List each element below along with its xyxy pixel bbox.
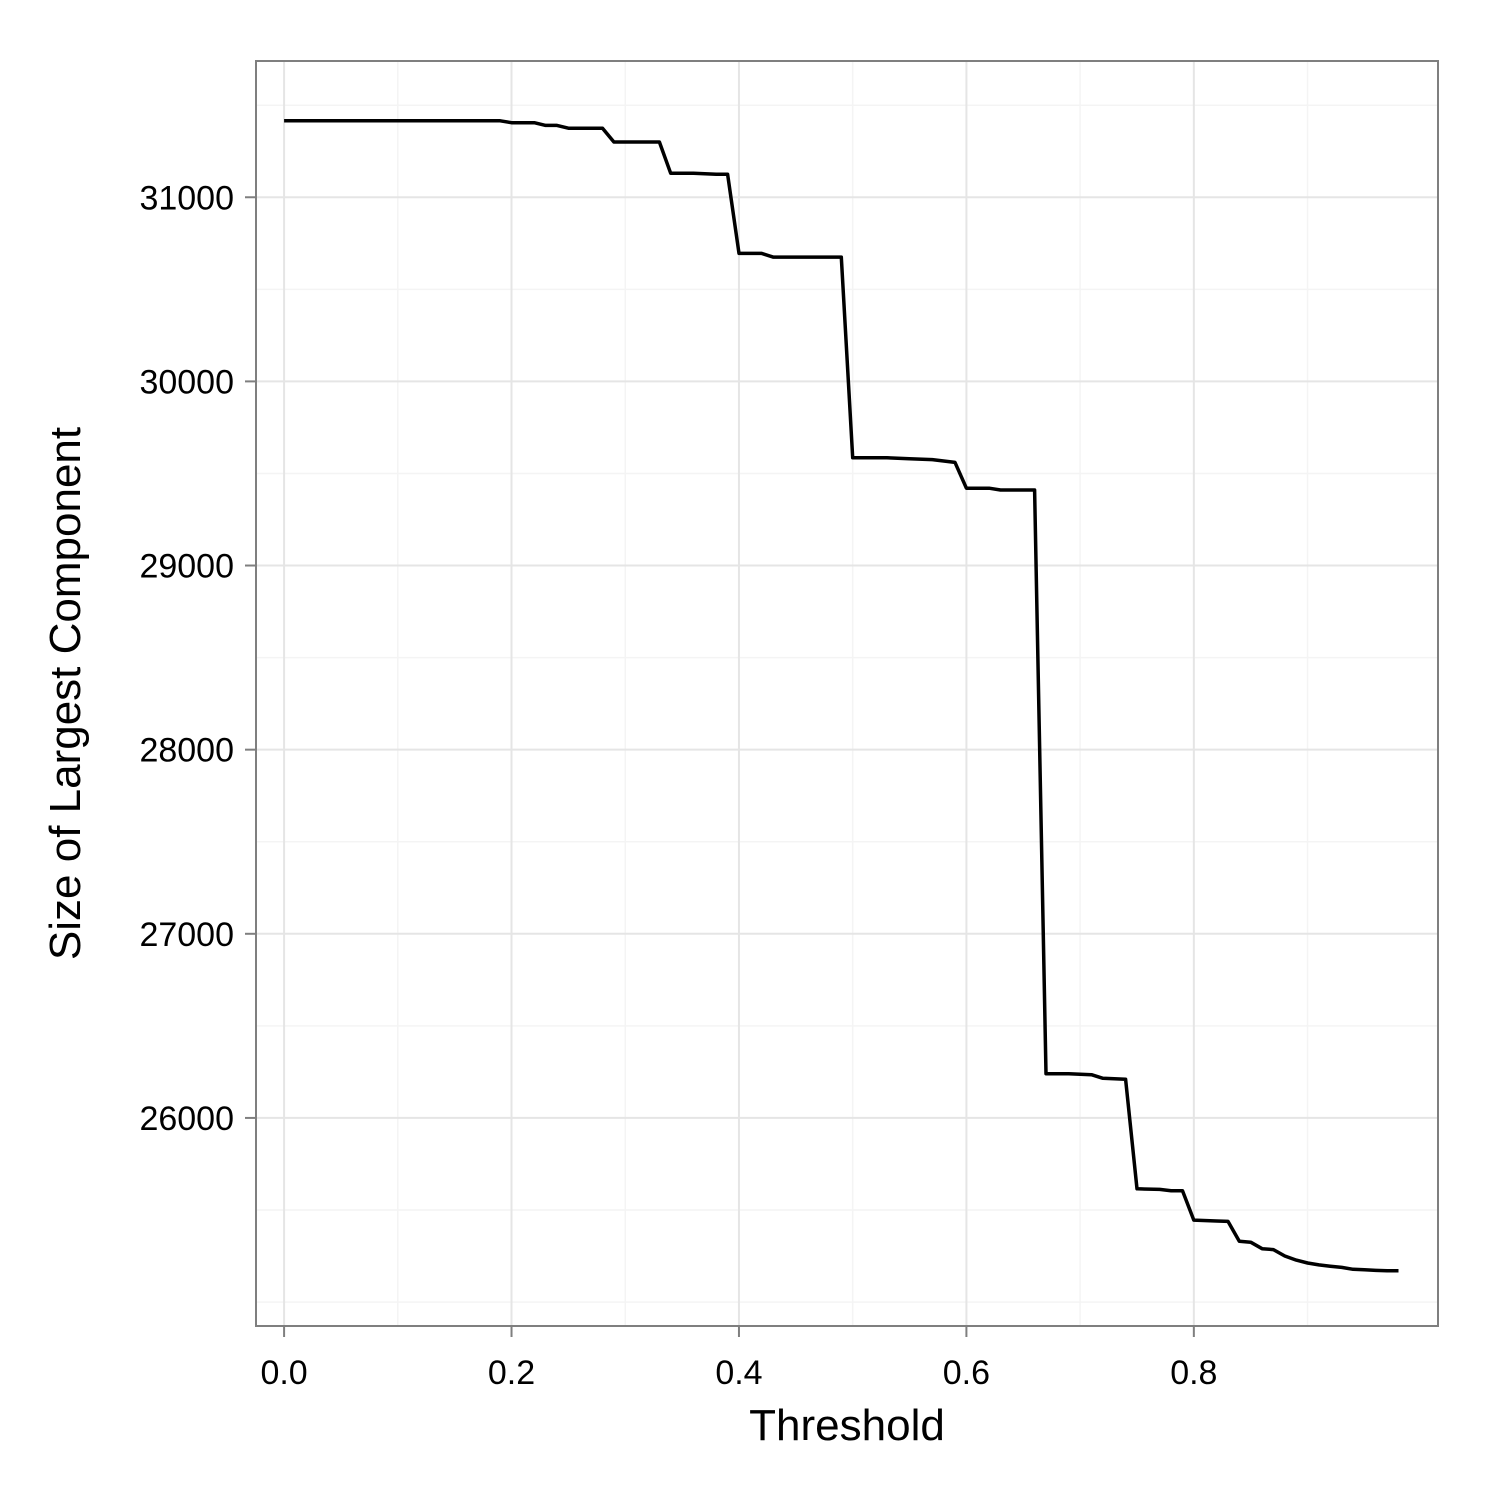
x-tick-label: 0.8 [1170, 1354, 1217, 1392]
plot-panel-border [255, 60, 1439, 1327]
x-tick-label: 0.4 [715, 1354, 762, 1392]
y-tick-label: 28000 [139, 732, 234, 770]
x-tick-label: 0.2 [488, 1354, 535, 1392]
x-axis: 0.0 0.2 0.4 0.6 0.8 [260, 1326, 1217, 1392]
y-tick-label: 31000 [139, 179, 234, 217]
x-axis-title: Threshold [749, 1401, 945, 1450]
y-tick-label: 30000 [139, 363, 234, 401]
x-tick-label: 0.0 [260, 1354, 307, 1392]
x-tick-label: 0.6 [943, 1354, 990, 1392]
minor-gridlines [256, 61, 1438, 1326]
y-tick-label: 27000 [139, 916, 234, 954]
y-axis: 26000 27000 28000 29000 30000 31000 [139, 179, 256, 1138]
y-axis-title: Size of Largest Component [41, 427, 90, 960]
y-tick-label: 29000 [139, 548, 234, 586]
series-line [284, 119, 1399, 1273]
y-tick-label: 26000 [139, 1100, 234, 1138]
major-gridlines [256, 61, 1438, 1326]
series-layer [284, 119, 1399, 1273]
